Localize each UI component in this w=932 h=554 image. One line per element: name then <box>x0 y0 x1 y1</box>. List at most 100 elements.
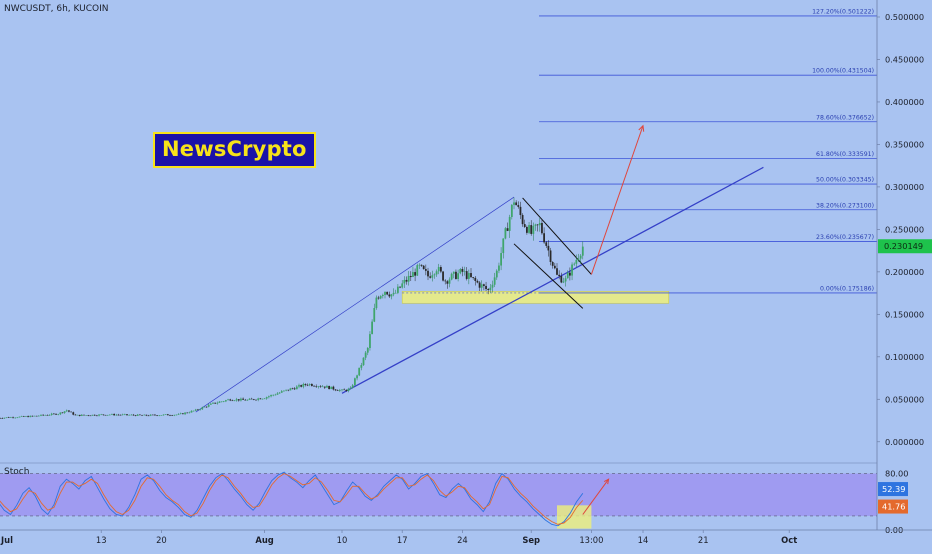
candle-body <box>358 367 361 376</box>
candle-body <box>160 415 163 416</box>
candle-body <box>315 386 318 387</box>
candle-body <box>177 413 180 415</box>
fib-level-label: 38.20%(0.273100) <box>816 202 874 209</box>
candle-body <box>154 414 156 416</box>
stoch-y-tick-label: 80.00 <box>885 469 908 479</box>
candle-body <box>35 415 38 417</box>
candle-body <box>203 406 206 408</box>
candle-body <box>452 271 455 274</box>
candle-body <box>334 389 337 391</box>
candle-body <box>575 259 578 264</box>
candle-body <box>431 275 434 278</box>
candle-body <box>121 414 124 416</box>
candle-body <box>403 279 406 284</box>
candle-body <box>577 258 580 260</box>
candle-body <box>192 410 195 412</box>
candle-body <box>416 265 419 276</box>
candle-body <box>323 386 326 388</box>
candle-body <box>5 417 8 418</box>
candle-body <box>384 291 386 295</box>
x-tick-label: Oct <box>781 535 797 545</box>
candle-body <box>474 277 477 281</box>
candle-body <box>1 418 4 419</box>
projection-arrow <box>590 125 644 275</box>
candle-body <box>194 409 197 411</box>
candle-body <box>61 412 64 414</box>
y-tick-label: 0.300000 <box>885 182 924 192</box>
candle-body <box>502 238 505 254</box>
candle-body <box>291 388 294 390</box>
x-tick-label: Aug <box>255 535 273 545</box>
candle-body <box>420 264 423 266</box>
candle-body <box>207 404 210 407</box>
candle-body <box>313 385 315 387</box>
candle-body <box>311 384 313 386</box>
candle-body <box>285 389 287 391</box>
candle-body <box>166 414 169 416</box>
candle-body <box>558 274 561 276</box>
candle-body <box>244 399 247 401</box>
candle-body <box>478 282 481 288</box>
candle-body <box>235 399 238 401</box>
candle-body <box>564 278 567 282</box>
candle-body <box>98 414 100 416</box>
candle-body <box>401 283 404 288</box>
candle-body <box>29 415 32 418</box>
candle-body <box>216 402 219 404</box>
candle-body <box>392 292 395 295</box>
candle-body <box>0 417 2 419</box>
candle-body <box>65 410 68 412</box>
candle-body <box>212 402 214 404</box>
candle-body <box>414 272 416 276</box>
candle-body <box>354 378 356 386</box>
candle-body <box>388 294 391 297</box>
candle-body <box>186 412 189 414</box>
y-tick-label: 0.000000 <box>885 437 924 447</box>
candle-body <box>538 222 541 226</box>
candle-body <box>18 416 21 418</box>
candle-body <box>457 273 459 279</box>
candle-body <box>476 280 479 283</box>
channel-lower-line <box>513 243 584 309</box>
candle-body <box>242 398 244 400</box>
candle-body <box>46 415 49 416</box>
candle-body <box>521 215 524 225</box>
candle-body <box>513 202 515 205</box>
candle-body <box>250 398 253 400</box>
candle-body <box>444 280 447 282</box>
candle-body <box>562 281 565 283</box>
candle-body <box>461 269 464 272</box>
candle-body <box>360 365 363 368</box>
candle-body <box>326 385 328 388</box>
candle-body <box>491 284 494 288</box>
candle-body <box>347 388 350 391</box>
candle-body <box>106 414 109 416</box>
candle-body <box>272 394 275 396</box>
candle-body <box>437 267 440 272</box>
fib-level-label: 127.20%(0.501222) <box>812 8 874 15</box>
stoch-d-value: 41.76 <box>882 502 905 512</box>
candle-body <box>440 267 442 272</box>
candle-body <box>68 410 70 412</box>
x-tick-label: 20 <box>156 535 167 545</box>
candle-body <box>42 414 45 416</box>
candle-body <box>96 415 98 417</box>
candle-body <box>48 414 51 416</box>
candle-body <box>280 391 283 393</box>
price-axis-background <box>877 0 932 550</box>
candle-body <box>424 269 427 271</box>
candle-body <box>371 321 373 335</box>
candle-body <box>78 414 81 416</box>
candle-body <box>399 286 401 288</box>
candle-body <box>229 399 232 401</box>
candle-body <box>579 255 582 259</box>
candle-body <box>308 384 311 386</box>
candle-body <box>412 272 414 278</box>
y-tick-label: 0.350000 <box>885 139 924 149</box>
x-tick-label: 14 <box>638 535 649 545</box>
candle-body <box>115 414 118 416</box>
candle-body <box>72 412 75 415</box>
stoch-band <box>0 473 877 516</box>
